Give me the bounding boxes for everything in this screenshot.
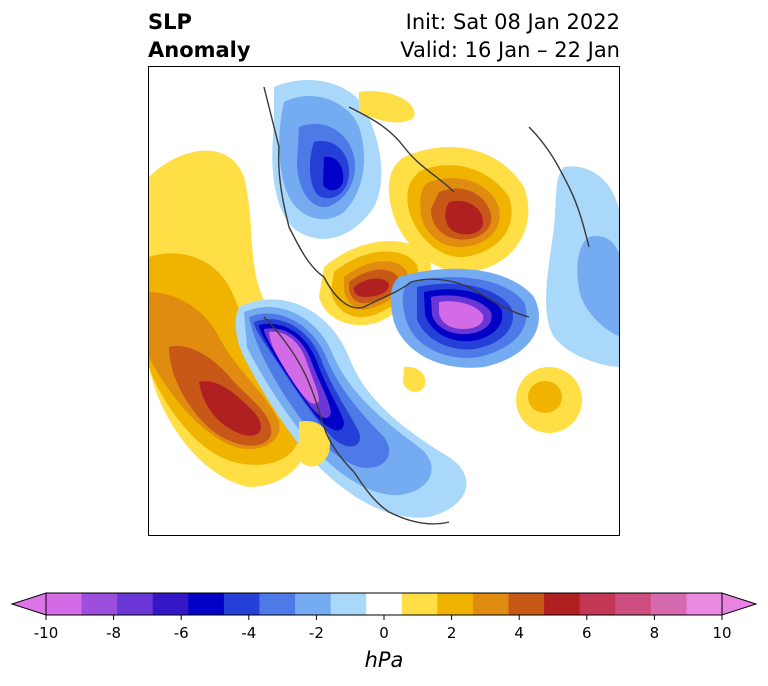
colorbar-extend-min	[10, 592, 47, 616]
colorbar-tick-label: 4	[514, 624, 524, 642]
colorbar-segment	[508, 593, 545, 615]
anomaly-field	[149, 79, 619, 525]
colorbar: -10 -8 -6 -4 -2 0 2 4 6 8 10	[10, 592, 758, 642]
colorbar-segment	[330, 593, 367, 615]
colorbar-segment	[223, 593, 260, 615]
colorbar-unit-label: hPa	[364, 648, 404, 672]
colorbar-segment	[152, 593, 189, 615]
colorbar-segment	[650, 593, 687, 615]
colorbar-segment	[686, 593, 723, 615]
colorbar-segment	[437, 593, 474, 615]
colorbar-segment	[259, 593, 296, 615]
canada-low-anomaly	[272, 79, 382, 239]
colorbar-segment	[615, 593, 652, 615]
colorbar-segment	[579, 593, 616, 615]
colorbar-tick-label: 2	[447, 624, 457, 642]
gulf-positive-patch	[299, 421, 330, 467]
colorbar-segment	[366, 593, 403, 615]
title-line-2: Anomaly	[148, 38, 251, 62]
siberia-low-anomaly	[390, 268, 539, 368]
colorbar-segment	[117, 593, 154, 615]
colorbar-segment	[81, 593, 118, 615]
colorbar-tick-label: -4	[241, 624, 256, 642]
init-date: Init: Sat 08 Jan 2022	[405, 10, 620, 34]
colorbar-tick-label: -6	[174, 624, 189, 642]
colorbar-segment	[401, 593, 438, 615]
colorbar-segment	[188, 593, 225, 615]
coastlines	[263, 86, 590, 525]
europe-low-anomaly	[546, 166, 619, 367]
colorbar-tick-label: -8	[106, 624, 121, 642]
colorbar-tick-label: -2	[309, 624, 324, 642]
forecast-dates: Init: Sat 08 Jan 2022 Valid: 16 Jan – 22…	[400, 8, 620, 64]
colorbar-tick-label: 8	[650, 624, 660, 642]
colorbar-segment	[46, 593, 83, 615]
colorbar-segment	[295, 593, 332, 615]
valid-range: Valid: 16 Jan – 22 Jan	[400, 38, 620, 62]
colorbar-segment	[544, 593, 581, 615]
colorbar-tick-label: 10	[712, 624, 731, 642]
map-title: SLP Anomaly	[148, 8, 251, 64]
atlantic-high-anomaly	[516, 367, 582, 433]
colorbar-tick-label: 6	[582, 624, 592, 642]
colorbar-tick-label: 0	[379, 624, 389, 642]
title-line-1: SLP	[148, 10, 192, 34]
colorbar-tick-label: -10	[34, 624, 59, 642]
slp-anomaly-map	[148, 66, 620, 536]
colorbar-extend-max	[721, 592, 758, 616]
arctic-positive-patch	[403, 366, 426, 392]
colorbar-segment	[472, 593, 510, 615]
